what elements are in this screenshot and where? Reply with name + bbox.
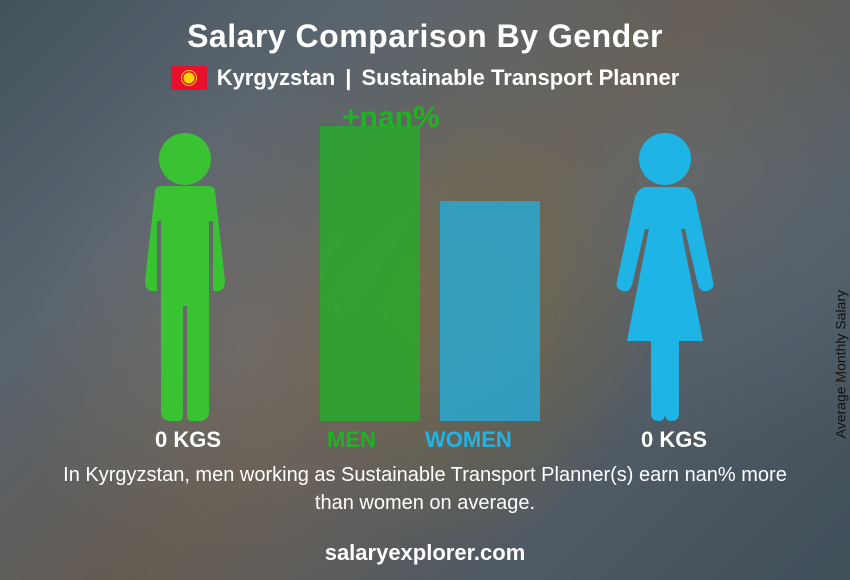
gender-salary-chart: +nan% 0 KGS MEN WOMEN 0 KGS (95, 101, 755, 461)
kyrgyzstan-flag-icon (171, 66, 207, 90)
page-title: Salary Comparison By Gender (0, 0, 850, 55)
male-salary-bar (320, 126, 420, 421)
male-person-icon (125, 131, 245, 421)
y-axis-label: Average Monthly Salary (832, 290, 848, 438)
separator: | (345, 65, 351, 91)
men-axis-label: MEN (327, 427, 376, 453)
male-salary-value: 0 KGS (155, 427, 221, 453)
women-axis-label: WOMEN (425, 427, 512, 453)
female-salary-value: 0 KGS (641, 427, 707, 453)
country-label: Kyrgyzstan (217, 65, 336, 91)
job-title-label: Sustainable Transport Planner (361, 65, 679, 91)
female-salary-bar (440, 201, 540, 421)
infographic-content: Salary Comparison By Gender Kyrgyzstan |… (0, 0, 850, 580)
source-footer: salaryexplorer.com (0, 540, 850, 566)
summary-caption: In Kyrgyzstan, men working as Sustainabl… (0, 461, 850, 517)
subtitle-row: Kyrgyzstan | Sustainable Transport Plann… (0, 65, 850, 91)
female-person-icon (605, 131, 725, 421)
